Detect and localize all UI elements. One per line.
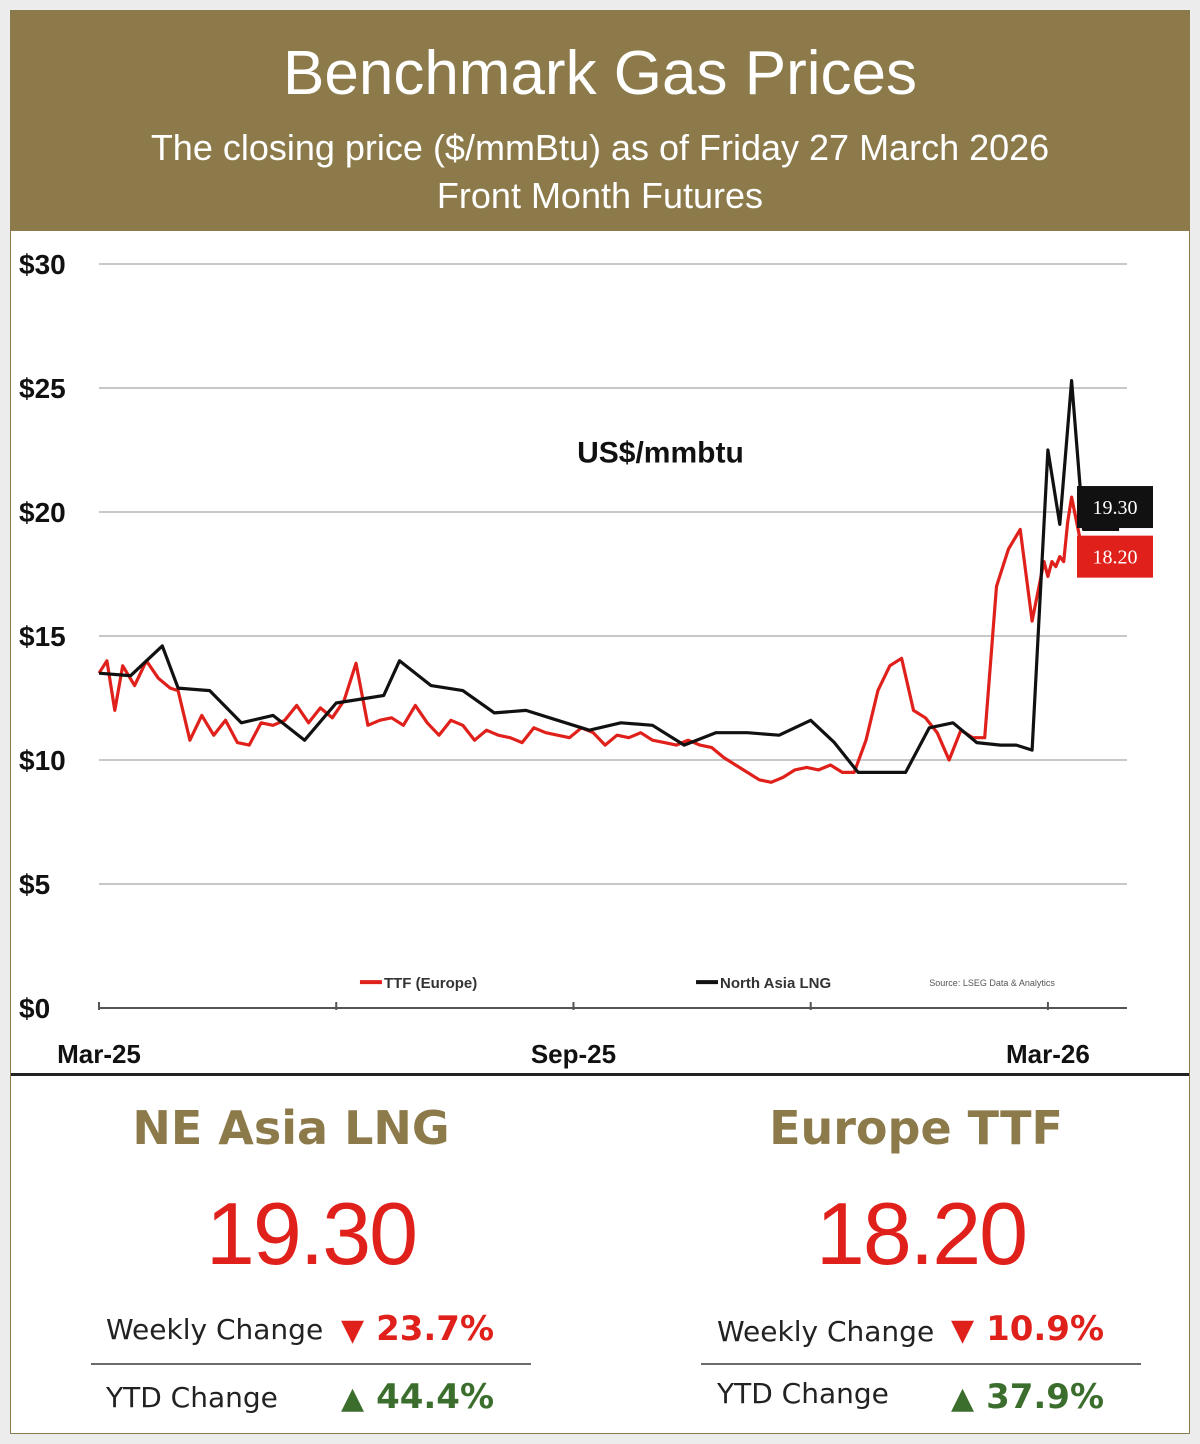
- y-tick-label: $10: [19, 745, 66, 776]
- down-arrow-icon: ▼: [951, 1313, 975, 1348]
- stat-divider: [91, 1363, 531, 1365]
- end-value-tag: [1077, 486, 1153, 529]
- weekly-change-percent: 10.9%: [986, 1309, 1105, 1349]
- page-title: Benchmark Gas Prices: [283, 39, 917, 108]
- up-arrow-icon: ▲: [341, 1381, 365, 1416]
- x-tick-label: Mar-26: [1006, 1039, 1090, 1069]
- end-value-tag: [1077, 535, 1153, 578]
- panel-title-ne-asia-lng: NE Asia LNG: [132, 1101, 450, 1155]
- chart-annotation: US$/mmbtu: [577, 436, 744, 469]
- weekly-change-value: ▼ 10.9%: [951, 1309, 1104, 1349]
- ytd-change-percent: 37.9%: [986, 1377, 1105, 1417]
- ytd-change-label: YTD Change: [106, 1381, 278, 1414]
- stat-divider: [701, 1363, 1141, 1365]
- series-line-north-asia-lng: [98, 379, 1120, 775]
- ytd-change-value: ▲ 44.4%: [341, 1377, 494, 1417]
- panel-value-ne-asia-lng: 19.30: [205, 1184, 418, 1283]
- ytd-change-label: YTD Change: [717, 1377, 889, 1410]
- weekly-change-percent: 23.7%: [376, 1309, 495, 1349]
- end-value-label: 19.30: [1093, 497, 1138, 519]
- chart-area: $30 $25 $20 $15 $10 $5 $0 Mar-25 Sep-25 Mar-26 US$…: [11, 231, 1189, 1081]
- y-tick-label: $20: [19, 497, 66, 528]
- infographic-frame: Benchmark Gas Prices The closing price (…: [10, 10, 1190, 1434]
- up-arrow-icon: ▲: [951, 1381, 975, 1416]
- y-tick-label: $25: [19, 373, 66, 404]
- end-value-label: 18.20: [1093, 547, 1138, 569]
- source-note: Source: LSEG Data & Analytics: [929, 978, 1055, 988]
- page-subtitle: The closing price ($/mmBtu) as of Friday…: [150, 127, 1050, 168]
- panel-title-europe-ttf: Europe TTF: [769, 1101, 1063, 1155]
- ytd-change-value: ▲ 37.9%: [951, 1377, 1104, 1417]
- legend-label: North Asia LNG: [720, 975, 831, 992]
- x-tick-label: Mar-25: [57, 1039, 141, 1069]
- weekly-change-label: Weekly Change: [106, 1313, 324, 1346]
- x-tick-label: Sep-25: [531, 1039, 616, 1069]
- ytd-change-percent: 44.4%: [376, 1377, 495, 1417]
- weekly-change-label: Weekly Change: [717, 1315, 935, 1348]
- legend-label: TTF (Europe): [384, 975, 477, 992]
- y-tick-label: $0: [19, 993, 50, 1024]
- page-subtitle-2: Front Month Futures: [436, 175, 764, 216]
- y-tick-label: $5: [19, 869, 50, 900]
- down-arrow-icon: ▼: [341, 1313, 365, 1348]
- panel-value-europe-ttf: 18.20: [815, 1184, 1028, 1283]
- section-divider: [11, 1073, 1189, 1076]
- weekly-change-value: ▼ 23.7%: [341, 1309, 494, 1349]
- y-tick-label: $30: [19, 249, 66, 280]
- series-line-ttf-europe-: [97, 495, 1120, 784]
- y-tick-label: $15: [19, 621, 66, 652]
- header-banner: Benchmark Gas Prices The closing price (…: [11, 11, 1189, 231]
